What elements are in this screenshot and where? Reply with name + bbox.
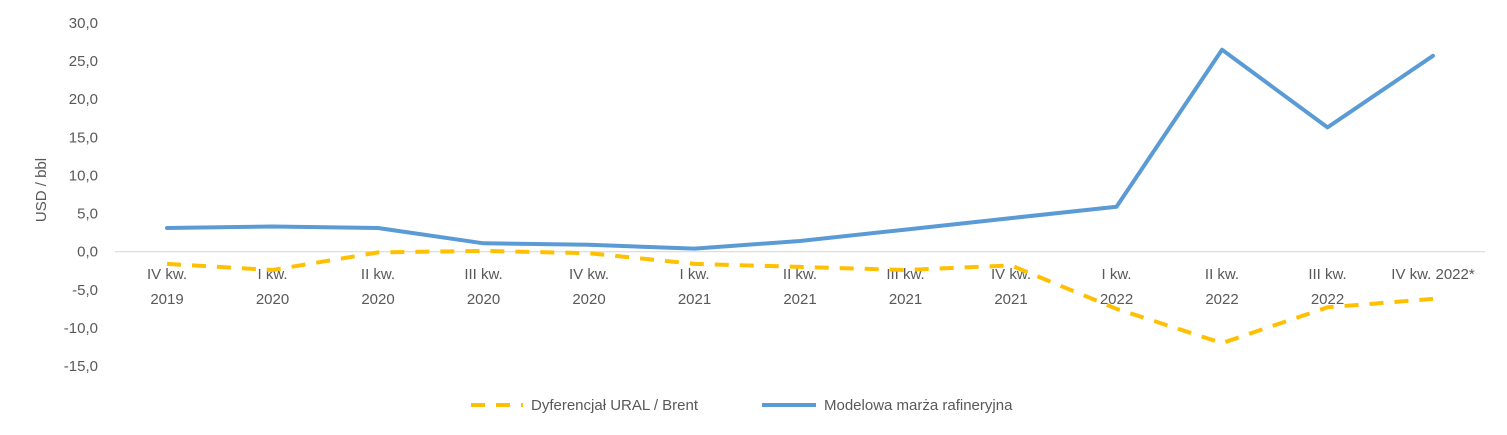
x-tick-label: IV kw. <box>991 266 1031 283</box>
x-tick-label: 2021 <box>783 291 816 308</box>
x-tick-label: 2022 <box>1205 291 1238 308</box>
y-tick-label: 30,0 <box>69 15 98 32</box>
y-tick-label: 5,0 <box>77 206 98 223</box>
x-axis-ticks: IV kw. 2019 I kw. 2020 II kw. 2020 III kw. 2020… <box>147 266 1475 308</box>
x-tick-label: I kw. <box>1101 266 1131 283</box>
y-tick-label: 10,0 <box>69 167 98 184</box>
y-tick-label: 15,0 <box>69 129 98 146</box>
x-tick-label: I kw. <box>679 266 709 283</box>
series-layer <box>165 47 1435 346</box>
x-tick-label: IV kw. <box>147 266 187 283</box>
x-tick-label: IV kw. 2022* <box>1391 266 1475 283</box>
x-tick-label: II kw. <box>1205 266 1239 283</box>
x-tick-label: IV kw. <box>569 266 609 283</box>
legend-label: Dyferencjał URAL / Brent <box>531 397 699 414</box>
series-line-2 <box>165 47 1435 251</box>
x-tick-label: 2020 <box>572 291 605 308</box>
y-tick-label: 0,0 <box>77 244 98 261</box>
x-tick-label: 2021 <box>889 291 922 308</box>
x-tick-label: 2019 <box>150 291 183 308</box>
legend-label: Modelowa marża rafineryjna <box>824 397 1013 414</box>
series-line-1 <box>166 248 1434 346</box>
x-tick-label: 2022 <box>1311 291 1344 308</box>
x-tick-label: 2020 <box>361 291 394 308</box>
x-tick-label: II kw. <box>361 266 395 283</box>
x-tick-label: II kw. <box>783 266 817 283</box>
x-tick-label: 2021 <box>994 291 1027 308</box>
x-tick-label: III kw. <box>1308 266 1346 283</box>
y-axis-label: USD / bbl <box>33 158 50 222</box>
x-tick-label: 2020 <box>467 291 500 308</box>
x-tick-label: III kw. <box>464 266 502 283</box>
y-tick-label: 20,0 <box>69 91 98 108</box>
y-tick-label: -15,0 <box>64 358 98 375</box>
y-tick-label: 25,0 <box>69 53 98 70</box>
y-tick-label: -10,0 <box>64 320 98 337</box>
x-tick-label: 2021 <box>678 291 711 308</box>
x-tick-label: 2020 <box>256 291 289 308</box>
y-axis-ticks: 30,0 25,0 20,0 15,0 10,0 5,0 0,0 -5,0 -10,0 -15,0 <box>64 15 98 375</box>
legend: Dyferencjał URAL / Brent Modelowa marża r… <box>471 397 1013 414</box>
x-tick-label: 2022 <box>1100 291 1133 308</box>
y-tick-label: -5,0 <box>72 282 98 299</box>
